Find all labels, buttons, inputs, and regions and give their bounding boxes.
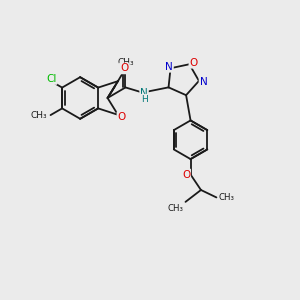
Text: O: O — [117, 112, 126, 122]
Text: CH₃: CH₃ — [118, 58, 135, 67]
Text: CH₃: CH₃ — [167, 204, 183, 213]
Text: CH₃: CH₃ — [219, 193, 235, 202]
Text: H: H — [141, 94, 147, 103]
Text: O: O — [189, 58, 198, 68]
Text: N: N — [140, 88, 148, 98]
Text: N: N — [200, 77, 207, 87]
Text: N: N — [165, 62, 173, 72]
Text: Cl: Cl — [46, 74, 56, 84]
Text: O: O — [120, 63, 128, 74]
Text: O: O — [182, 169, 190, 179]
Text: CH₃: CH₃ — [30, 111, 47, 120]
